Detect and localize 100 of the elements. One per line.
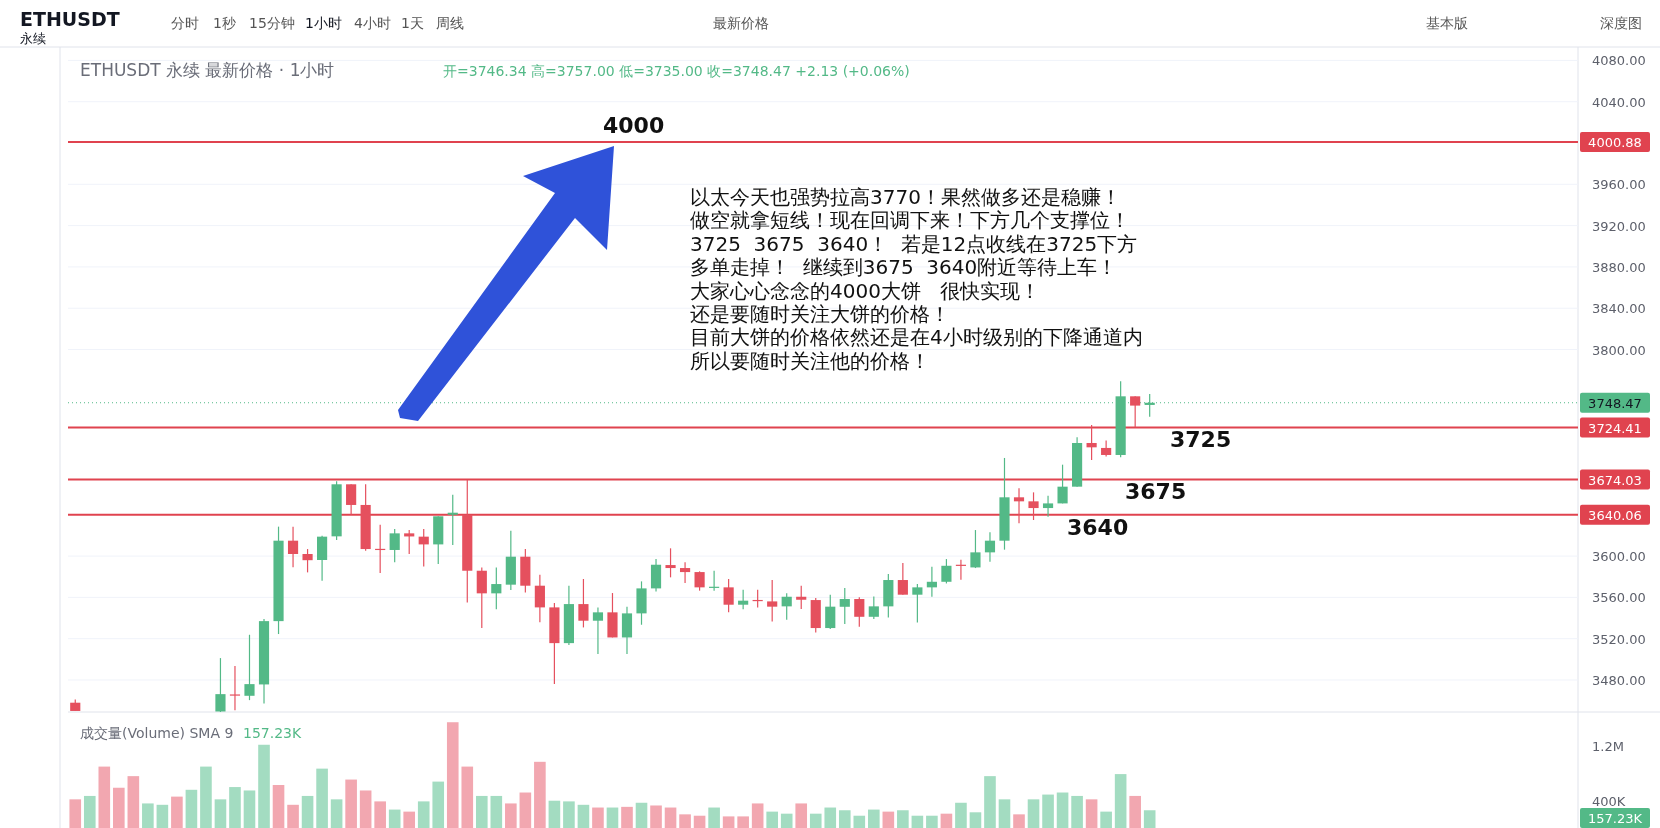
bar (272, 785, 285, 828)
bar (374, 801, 386, 828)
bar (563, 801, 575, 828)
bar (984, 776, 996, 828)
bar (693, 815, 706, 828)
y-tick-label: 3920.00 (1592, 218, 1646, 234)
y-tick-label: 3880.00 (1592, 259, 1646, 275)
bar (1027, 799, 1040, 828)
bar (577, 804, 590, 828)
bar (868, 809, 880, 828)
text: 分时 (171, 15, 199, 31)
text: 1小时 (305, 15, 342, 31)
bar (200, 766, 212, 828)
bar (955, 802, 967, 828)
bar (766, 811, 778, 828)
ref-line-label: 4000.88 (1588, 135, 1642, 151)
bar (969, 812, 982, 828)
annotation: 目前大饼的价格依然还是在4小时级别的下降通道内 (690, 325, 1143, 350)
text: 开=3746.34 高=3757.00 低=3735.00 收=3748.47 +2.13 (+0.06%) (443, 63, 910, 79)
bar (229, 787, 241, 828)
bar (998, 799, 1011, 828)
bar (795, 803, 808, 828)
bar (940, 813, 953, 828)
bar (446, 722, 459, 828)
annotation: 多单走掉！ 继续到3675 3640附近等待上车！ (690, 255, 1118, 280)
bar (926, 815, 938, 828)
bar (345, 779, 357, 828)
text: 1天 (401, 15, 424, 31)
bar (664, 807, 677, 828)
bar (592, 807, 604, 828)
text: 最新价格 (713, 15, 769, 31)
bar (708, 807, 720, 828)
y-tick-label: 3480.00 (1592, 672, 1646, 688)
ref-line-label: 3640.06 (1588, 507, 1642, 523)
bar (98, 766, 111, 828)
ref-line-label: 3674.03 (1588, 472, 1642, 488)
bar (316, 768, 328, 828)
y-tick-label: 400K (1592, 793, 1626, 809)
annotation: 4000 (603, 113, 665, 138)
bar (838, 810, 851, 828)
y-tick-label: 3960.00 (1592, 177, 1646, 193)
annotation: 3640 (1067, 514, 1129, 540)
annotation: 3725 3675 3640！ 若是12点收线在3725下方 (690, 231, 1138, 256)
text: 深度图 (1600, 15, 1642, 31)
y-tick-label: 1.2M (1592, 739, 1624, 755)
text: 15分钟 (249, 15, 295, 31)
bar (461, 766, 474, 828)
text: 157.23K (243, 725, 302, 741)
bar (330, 799, 343, 828)
bar (475, 795, 488, 828)
annotation: 做空就拿短线！现在回调下来！下方几个支撑位！ (690, 208, 1130, 233)
bar (1114, 774, 1127, 828)
bar (505, 803, 517, 828)
bar (534, 761, 546, 828)
bar (1085, 799, 1098, 828)
annotation: 以太今天也强势拉高3770！果然做多还是稳赚！ (690, 185, 1121, 209)
ref-line-label: 3748.47 (1588, 395, 1642, 411)
bar (301, 795, 314, 828)
bar (809, 813, 822, 828)
bar (490, 795, 503, 828)
bar (359, 790, 372, 828)
bar (432, 781, 445, 828)
annotation: 大家心心念念的4000大饼 很快实现！ (690, 278, 1040, 303)
bar (824, 807, 837, 828)
bar (1143, 810, 1156, 828)
bar (737, 816, 749, 828)
bar (171, 796, 183, 828)
bar (258, 744, 270, 828)
y-tick-label: 3800.00 (1592, 342, 1646, 358)
bar (185, 789, 198, 828)
text: 永续 (20, 31, 46, 46)
text: 157.23K (1587, 811, 1643, 826)
bar (1071, 795, 1083, 828)
bar (243, 790, 256, 828)
bar (722, 816, 735, 828)
bar (679, 814, 691, 828)
bar (780, 813, 793, 828)
bar (214, 799, 227, 828)
text: 周线 (436, 15, 464, 31)
bar (1100, 811, 1112, 828)
bar (911, 815, 924, 828)
bar (127, 776, 140, 828)
bar (417, 801, 430, 828)
bar (142, 803, 154, 828)
text: ETHUSDT (20, 8, 120, 30)
bar (403, 811, 416, 828)
bar (548, 800, 561, 828)
y-tick-label: 3840.00 (1592, 301, 1646, 317)
bar (751, 803, 764, 828)
y-tick-label: 4040.00 (1592, 94, 1646, 110)
bar (519, 792, 532, 828)
y-tick-label: 3600.00 (1592, 549, 1646, 565)
bar (606, 807, 619, 828)
bar (1056, 792, 1069, 828)
text: 1秒 (213, 15, 236, 31)
bar (69, 799, 82, 828)
text: 基本版 (1426, 15, 1468, 31)
bar (853, 815, 866, 828)
annotation: 所以要随时关注他的价格！ (690, 348, 930, 373)
bar (388, 809, 401, 828)
